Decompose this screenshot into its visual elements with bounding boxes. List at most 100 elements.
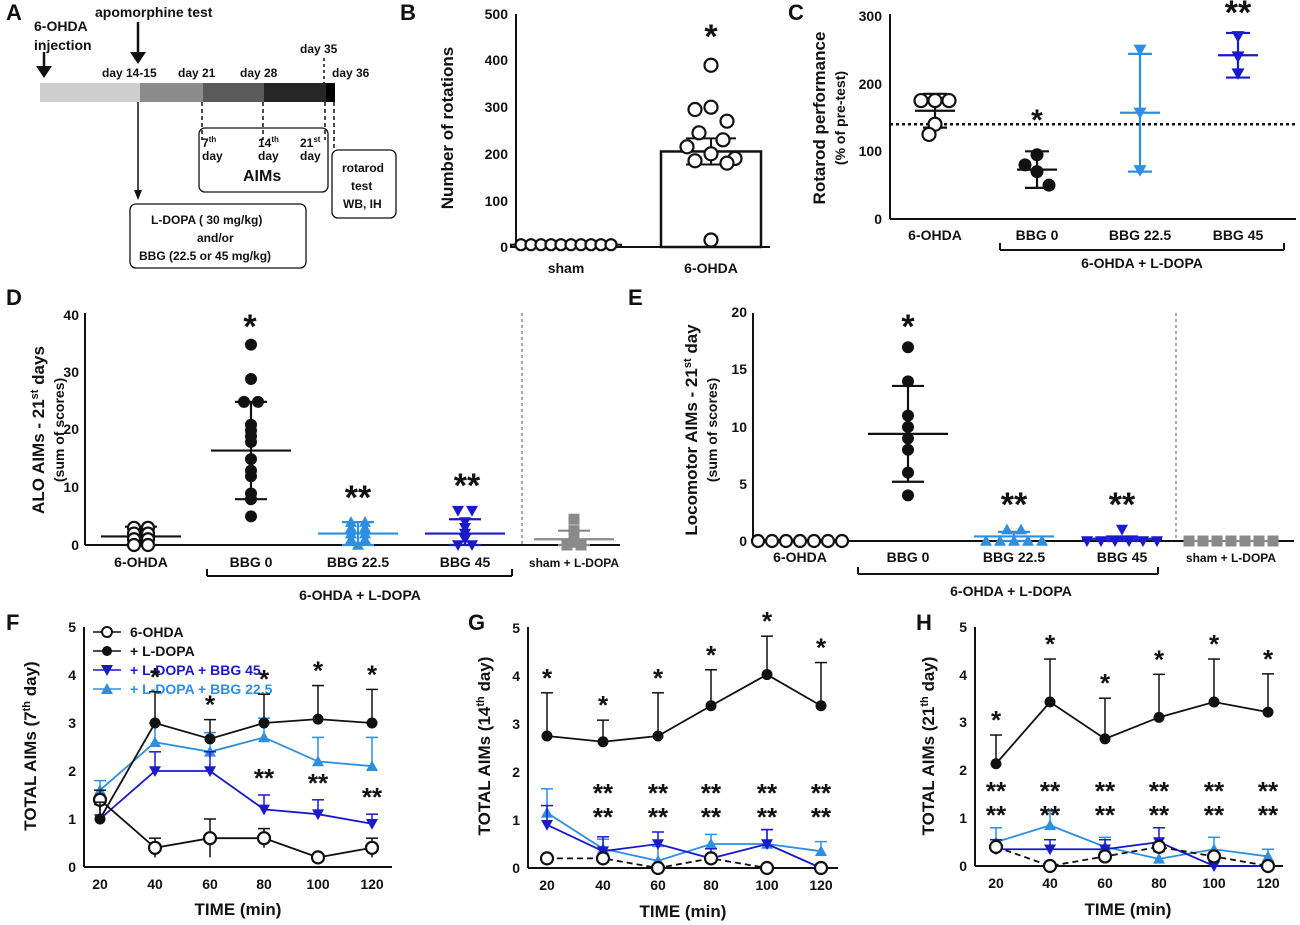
- panel-b-ytick: 100: [485, 193, 509, 209]
- panel-e-xtick: BBG 22.5: [983, 549, 1045, 565]
- point-BBG 22.5: [345, 527, 357, 539]
- timeline-seg-5: [326, 83, 335, 102]
- point-6-OHDA: [806, 533, 822, 549]
- point-BBG 45: [466, 505, 478, 517]
- point-BBG 0: [902, 409, 914, 422]
- panel-c-xtick: BBG 22.5: [1109, 227, 1171, 243]
- panel-g-ytick: 3: [512, 716, 520, 732]
- panel-d-star: **: [345, 479, 372, 517]
- point-BBG 0: [245, 338, 257, 351]
- point-6ohda: [703, 232, 719, 248]
- point-+ L-DOPA + BBG 45: [652, 839, 664, 850]
- panel-f-ytick: 0: [68, 859, 76, 875]
- point-+ L-DOPA + BBG 22.5: [815, 845, 827, 856]
- panel-b-ytick: 400: [485, 52, 509, 68]
- panel-h-xtick: 100: [1202, 875, 1226, 891]
- panel-c-ytick: 100: [859, 143, 883, 159]
- point-BBG 0: [902, 466, 914, 479]
- star-bbg: **: [1149, 800, 1170, 830]
- point-BBG 45: [1231, 31, 1245, 43]
- point-+ L-DOPA: [366, 717, 378, 729]
- point-BBG 22.5: [1022, 535, 1034, 546]
- star-ldopa: *: [598, 690, 609, 720]
- point-BBG 0: [902, 443, 914, 456]
- panel-g-xtick: 40: [595, 877, 611, 893]
- point-6ohda: [691, 125, 707, 141]
- star-ldopa: *: [1263, 644, 1274, 674]
- point-6-OHDA: [913, 92, 929, 109]
- star-ldopa: *: [1045, 629, 1056, 659]
- treatment-line-2: and/or: [197, 231, 234, 245]
- panel-d-label: D: [6, 285, 22, 310]
- panel-d-ylabel2: (sum of scores): [51, 378, 67, 482]
- point-6-OHDA: [595, 851, 611, 866]
- point-6-OHDA: [703, 851, 719, 866]
- point-+ L-DOPA + BBG 22.5: [1262, 850, 1274, 862]
- panel-c-xtick: BBG 45: [1213, 227, 1264, 243]
- series-line-+ L-DOPA + BBG 22.5: [546, 812, 822, 862]
- star-ldopa: *: [313, 656, 324, 686]
- series-line-+ L-DOPA: [995, 700, 1269, 765]
- point-BBG 22.5: [994, 535, 1006, 546]
- treatment-line-3: BBG (22.5 or 45 mg/kg): [139, 249, 271, 263]
- panel-h-xtick: 20: [988, 875, 1004, 891]
- panel-e-xtick: 6-OHDA: [773, 549, 827, 565]
- panel-e-group-label: 6-OHDA + L-DOPA: [950, 583, 1072, 599]
- panel-f-ytick: 2: [68, 763, 76, 779]
- star-bbg: **: [1095, 776, 1116, 806]
- point-BBG 22.5: [352, 539, 364, 550]
- panel-h-ytick: 5: [959, 619, 967, 635]
- panel-b: B Number of rotations 0 100 200 300 400 …: [400, 0, 770, 276]
- point-sham: [604, 238, 618, 252]
- aims-day-2: 14th: [258, 135, 279, 150]
- star-bbg: **: [593, 778, 614, 808]
- point-6-OHDA: [256, 831, 272, 846]
- panel-e-xtick: BBG 0: [887, 549, 930, 565]
- point-+ L-DOPA: [1099, 733, 1111, 745]
- panel-f-xtick: 60: [202, 876, 218, 892]
- point-sham + L-DOPA: [1183, 535, 1195, 547]
- panel-d-star: **: [454, 467, 481, 505]
- panel-c-ylabel: Rotarod performance: [810, 32, 829, 205]
- panel-c-xtick: BBG 0: [1016, 227, 1059, 243]
- point-BBG 0: [245, 453, 257, 466]
- point-6ohda: [719, 155, 735, 171]
- panel-f-ytick: 4: [68, 667, 76, 683]
- point-6-OHDA: [921, 126, 937, 143]
- treatment-line-1: L-DOPA ( 30 mg/kg): [151, 213, 262, 227]
- day-28-label: day 28: [240, 66, 278, 80]
- series-line-+ L-DOPA + BBG 45: [99, 770, 373, 825]
- panel-f-xlabel: TIME (min): [195, 900, 282, 919]
- star-bbg: **: [811, 802, 832, 832]
- point-+ L-DOPA + BBG 22.5: [258, 731, 270, 743]
- panel-d-ytick: 20: [63, 421, 79, 437]
- rotarod-label-1: rotarod: [342, 161, 384, 175]
- point-+ L-DOPA: [815, 700, 827, 712]
- point-BBG 22.5: [359, 533, 371, 545]
- panel-f-ytick: 5: [68, 619, 76, 635]
- point-6-OHDA: [1206, 849, 1222, 864]
- panel-e: E Locomotor AIMs - 21st day (sum of scor…: [628, 285, 1294, 599]
- point-6-OHDA: [140, 537, 156, 553]
- point-+ L-DOPA: [990, 758, 1002, 770]
- legend-marker-ldopa: [102, 646, 112, 656]
- panel-g-xtick: 120: [809, 877, 833, 893]
- star-bbg: **: [1204, 800, 1225, 830]
- panel-h-ytick: 3: [959, 714, 967, 730]
- panel-b-yticks: 0 100 200 300 400 500: [485, 6, 509, 255]
- panel-b-marks: [510, 57, 763, 252]
- panel-d-ytick: 40: [63, 307, 79, 323]
- panel-g-xtick: 100: [755, 877, 779, 893]
- legend-marker-6ohda: [101, 626, 113, 638]
- star-ldopa: *: [367, 659, 378, 689]
- point-+ L-DOPA + BBG 22.5: [705, 838, 717, 849]
- point-+ L-DOPA + BBG 45: [149, 766, 161, 777]
- panel-d-star: *: [243, 308, 257, 346]
- point-6-OHDA: [126, 537, 142, 553]
- panel-d-xtick: BBG 0: [230, 554, 273, 570]
- panel-g: G TOTAL AIMs (14th day) 0 1 2 3 4 5 20 4…: [468, 606, 838, 921]
- panel-f-xtick: 40: [147, 876, 163, 892]
- panel-h-ytick: 0: [959, 858, 967, 874]
- point-BBG 22.5: [1133, 44, 1147, 57]
